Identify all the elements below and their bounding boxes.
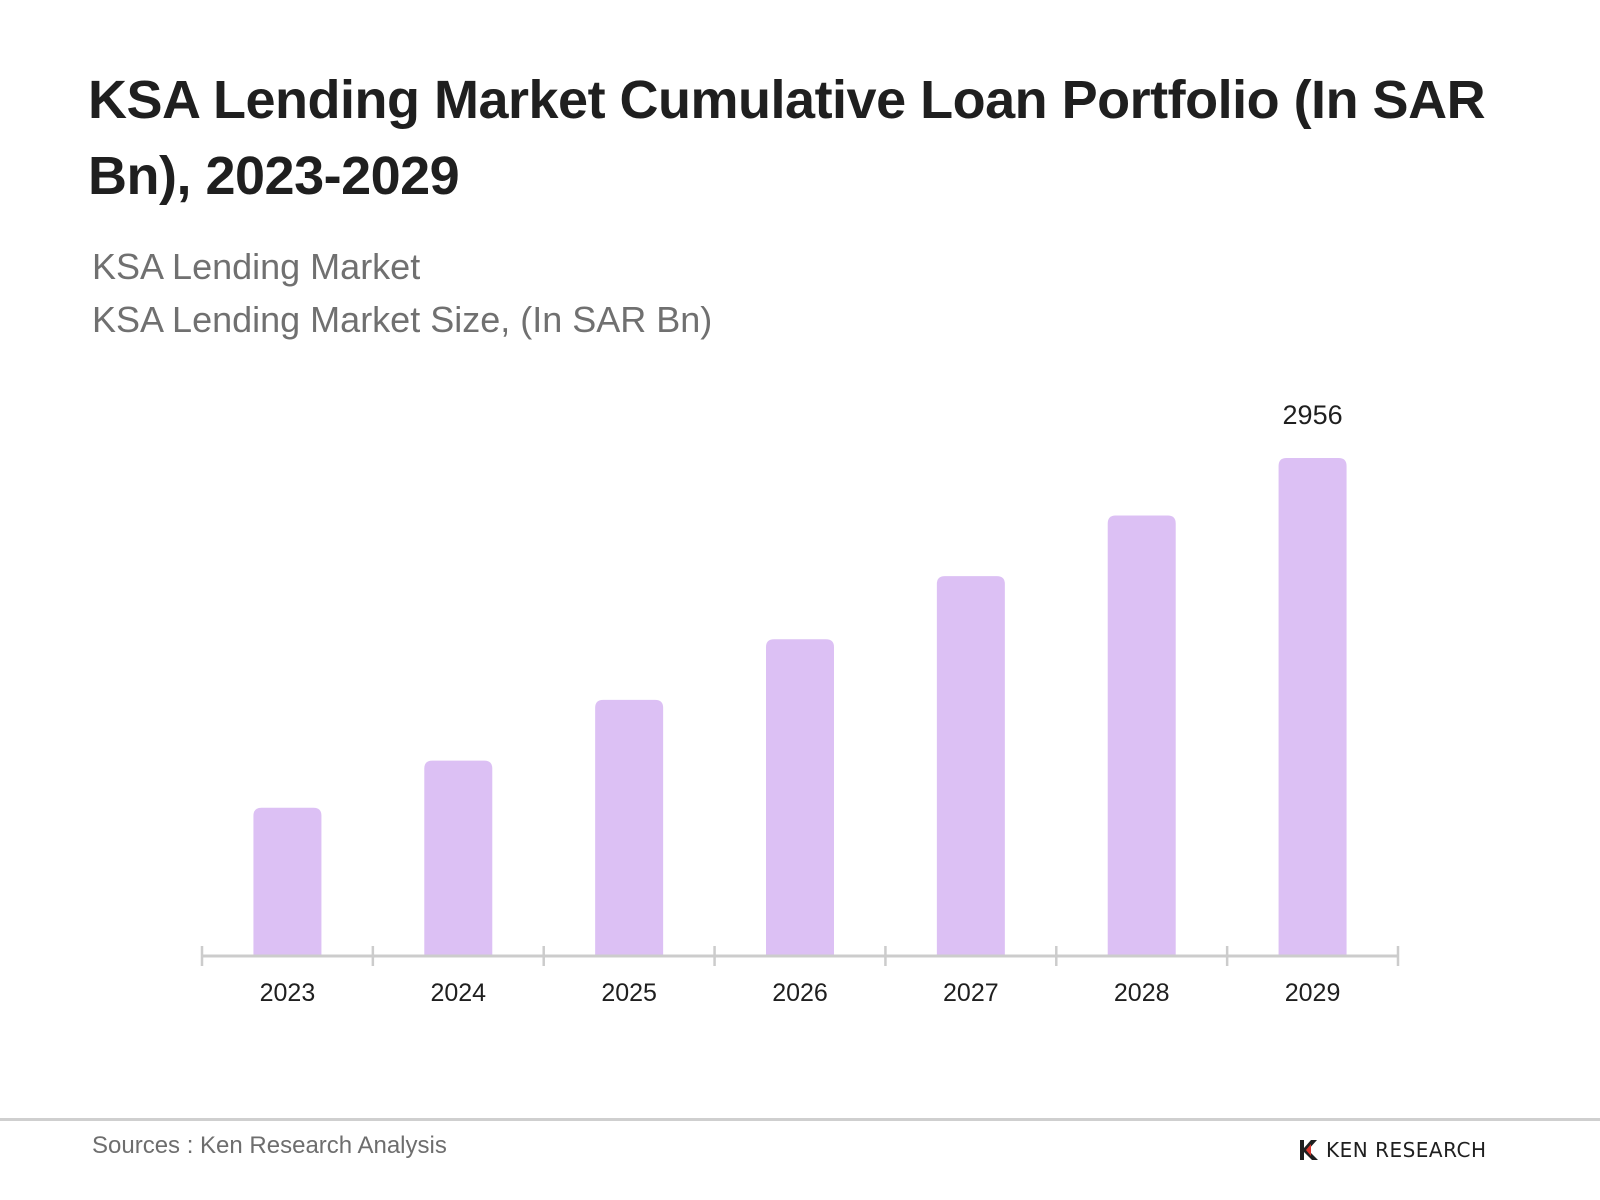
x-tick-label-2024: 2024 [430,979,486,1007]
bar-2024 [424,760,493,956]
x-tick-label-2029: 2029 [1285,979,1341,1007]
bar-2025 [595,699,664,956]
footer-divider [0,1118,1600,1121]
bar-2029 [1278,458,1347,956]
x-tick-label-2026: 2026 [772,979,828,1007]
bar-2027 [936,576,1005,956]
data-label-2029: 2956 [1283,400,1343,430]
subtitle-line-1: KSA Lending Market [92,246,421,287]
ken-research-logo: KEN RESEARCH [1298,1138,1487,1162]
bar-2023 [253,807,322,956]
chart-title: KSA Lending Market Cumulative Loan Portf… [88,70,1486,206]
ken-research-logo-icon [1300,1140,1318,1160]
x-tick-label-2025: 2025 [601,979,657,1007]
bar-2026 [766,639,834,956]
x-tick-label-2027: 2027 [943,979,999,1007]
x-tick-label-2023: 2023 [260,979,316,1007]
x-tick-label-2028: 2028 [1114,979,1170,1007]
brand-name: KEN RESEARCH [1326,1138,1487,1162]
source-note: Sources : Ken Research Analysis [92,1132,447,1159]
chart-subtitle: KSA Lending Market KSA Lending Market Si… [92,240,712,346]
subtitle-line-2: KSA Lending Market Size, (In SAR Bn) [92,299,713,340]
bar-chart: 2023 2024 2025 2026 2027 2028 2956 2029 [200,400,1400,1007]
bar-2028 [1107,515,1176,956]
